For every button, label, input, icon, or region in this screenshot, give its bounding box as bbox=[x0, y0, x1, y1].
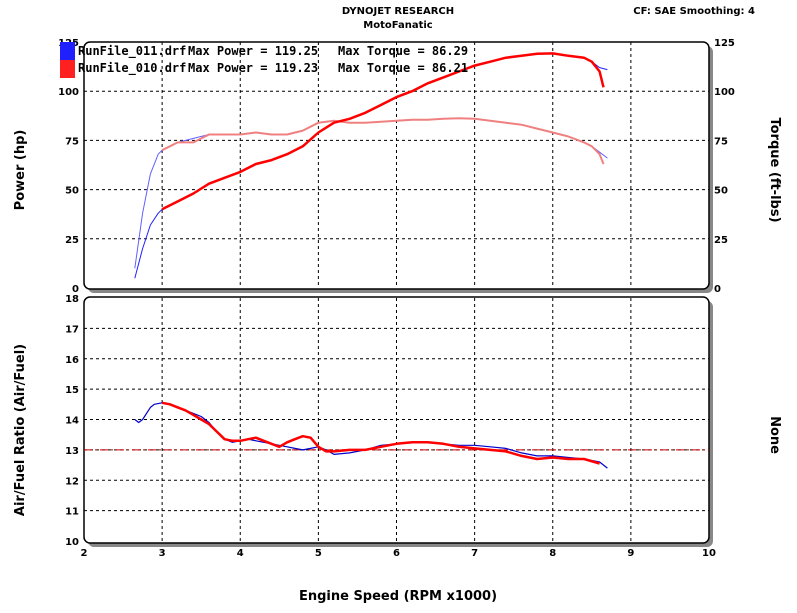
torque-tick-label: 25 bbox=[714, 235, 728, 246]
legend-power-010: Max Power = 119.23 bbox=[188, 61, 318, 75]
torque-ticks: 0 25 50 75 100 125 bbox=[714, 38, 735, 295]
power-tick-label: 100 bbox=[58, 87, 79, 98]
rpm-tick-label: 6 bbox=[393, 548, 400, 559]
afr-tick-label: 17 bbox=[65, 324, 79, 335]
afr-tick-label: 15 bbox=[65, 385, 79, 396]
power-tick-label: 0 bbox=[72, 284, 79, 295]
rpm-tick-label: 9 bbox=[627, 548, 634, 559]
afr-tick-label: 13 bbox=[65, 446, 79, 457]
afr-series bbox=[84, 401, 709, 469]
torque-tick-label: 0 bbox=[714, 284, 721, 295]
rpm-tick-label: 4 bbox=[237, 548, 244, 559]
torque-tick-label: 75 bbox=[714, 136, 728, 147]
legend-torque-011: Max Torque = 86.29 bbox=[338, 44, 468, 58]
afr-ticks: 10 11 12 13 14 15 16 17 18 bbox=[65, 294, 79, 548]
power-torque-series bbox=[134, 52, 608, 279]
rpm-tick-label: 2 bbox=[81, 548, 88, 559]
rpm-ticks: 2 3 4 5 6 7 8 9 10 bbox=[81, 548, 716, 559]
power-tick-label: 50 bbox=[65, 186, 79, 197]
power-tick-label: 75 bbox=[65, 136, 79, 147]
header-shop: MotoFanatic bbox=[363, 20, 433, 31]
rpm-tick-label: 3 bbox=[159, 548, 166, 559]
rpm-tick-label: 10 bbox=[702, 548, 716, 559]
afr-tick-label: 12 bbox=[65, 476, 79, 487]
power-grid bbox=[84, 42, 709, 288]
header-company: DYNOJET RESEARCH bbox=[342, 6, 454, 17]
rpm-tick-label: 8 bbox=[549, 548, 556, 559]
legend-file-011: RunFile_011.drf bbox=[78, 44, 186, 59]
afr-line-runfile-010 bbox=[161, 401, 600, 465]
legend-swatch-runfile-011 bbox=[60, 42, 75, 60]
power-axis-label: Power (hp) bbox=[13, 130, 28, 211]
power-tick-label: 25 bbox=[65, 235, 79, 246]
torque-tick-label: 125 bbox=[714, 38, 735, 49]
rpm-tick-label: 5 bbox=[315, 548, 322, 559]
legend-torque-010: Max Torque = 86.21 bbox=[338, 61, 468, 75]
afr-tick-label: 10 bbox=[65, 537, 79, 548]
power-line-runfile-010 bbox=[161, 52, 605, 211]
torque-tick-label: 50 bbox=[714, 186, 728, 197]
legend-file-010: RunFile_010.drf bbox=[78, 61, 186, 76]
rpm-tick-label: 7 bbox=[471, 548, 478, 559]
afr-tick-label: 14 bbox=[65, 416, 79, 427]
rpm-axis-label: Engine Speed (RPM x1000) bbox=[299, 589, 497, 604]
legend-power-011: Max Power = 119.25 bbox=[188, 44, 318, 58]
legend-swatch-runfile-010 bbox=[60, 60, 75, 78]
torque-axis-label: Torque (ft-lbs) bbox=[767, 117, 782, 222]
afr-right-axis-label: None bbox=[767, 416, 782, 454]
header-settings: CF: SAE Smoothing: 4 bbox=[633, 6, 755, 17]
afr-axis-label: Air/Fuel Ratio (Air/Fuel) bbox=[13, 344, 28, 516]
legend: RunFile_011.drf Max Power = 119.25 Max T… bbox=[60, 42, 468, 78]
torque-tick-label: 100 bbox=[714, 87, 735, 98]
afr-grid bbox=[84, 298, 709, 541]
afr-tick-label: 18 bbox=[65, 294, 79, 305]
afr-tick-label: 11 bbox=[65, 507, 79, 518]
torque-line-runfile-010 bbox=[161, 117, 605, 165]
afr-tick-label: 16 bbox=[65, 355, 79, 366]
